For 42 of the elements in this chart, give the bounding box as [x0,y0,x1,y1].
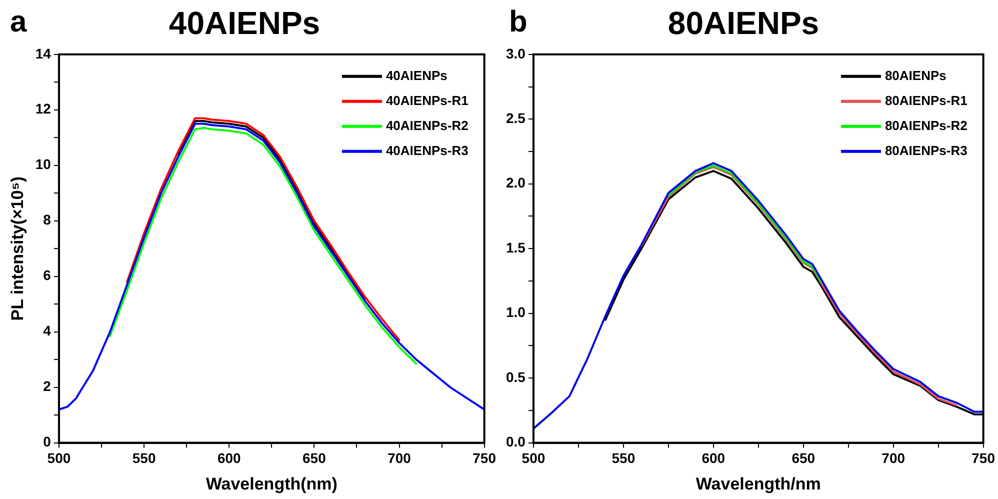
y-tick-label: 12 [35,100,52,117]
y-tick-label: 0 [43,434,52,450]
legend-label: 40AIENPs-R1 [386,92,468,108]
x-tick-label: 600 [702,450,726,466]
y-tick-label: 1.0 [506,304,526,320]
x-tick-label: 600 [217,450,242,466]
legend-label: 40AIENPs [386,68,448,83]
text: b [509,5,528,38]
y-tick-label: 2.5 [506,110,526,126]
y-tick-label: 2.0 [506,174,526,191]
legend-label: 80AIENPs-R2 [884,118,968,133]
chart-title: 40AIENPs [168,5,320,42]
x-tick-label: 750 [972,450,996,466]
y-tick-label: 0.0 [506,434,526,450]
chart-title: 80AIENPs [668,5,820,42]
legend-label: 40AIENPs-R3 [386,142,468,158]
legend-label: 80AIENPs-R3 [884,142,968,158]
y-tick-label: 6 [43,267,52,284]
legend-label: 40AIENPs-R2 [386,118,468,133]
x-axis-title: Wavelength(nm) [206,474,338,494]
legend-label: 80AIENPs [884,68,946,83]
y-tick-label: 8 [43,212,52,228]
x-tick-label: 550 [132,450,156,466]
x-tick-label: 650 [792,450,816,466]
legend-label: 80AIENPs-R1 [884,92,968,108]
x-tick-label: 650 [302,450,326,466]
y-tick-label: 14 [35,45,52,62]
y-tick-label: 0.5 [506,368,526,385]
y-tick-label: 2 [43,378,52,394]
y-tick-label: 10 [35,156,52,172]
y-tick-label: 3.0 [506,45,526,62]
x-axis-title: Wavelength/nm [696,474,821,494]
x-tick-label: 750 [472,450,496,466]
x-tick-label: 500 [522,450,546,466]
x-tick-label: 550 [612,450,636,466]
x-tick-label: 500 [47,450,71,466]
y-tick-label: 1.5 [506,239,526,256]
y-axis-title: PL intensity(×10⁵) [8,176,27,321]
text: a [10,5,27,38]
y-tick-label: 4 [43,322,52,339]
x-tick-label: 700 [388,450,412,466]
x-tick-label: 700 [882,450,906,466]
